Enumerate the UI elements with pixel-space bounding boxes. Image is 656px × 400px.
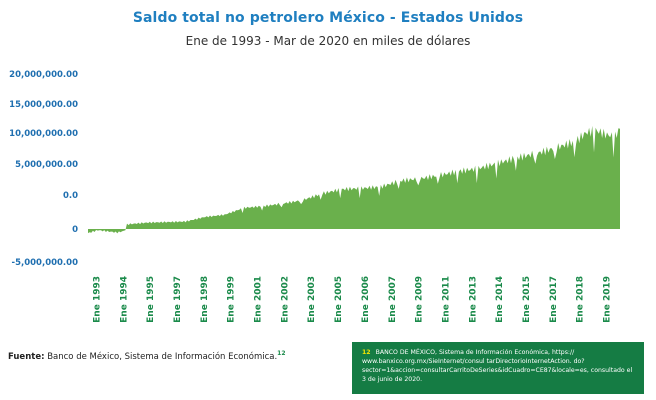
x-tick-label: Ene 1995 — [146, 276, 156, 323]
chart-subtitle: Ene de 1993 - Mar de 2020 en miles de dó… — [185, 34, 471, 48]
x-tick-label: Ene 2009 — [415, 276, 425, 323]
x-tick-label: Ene 1997 — [173, 276, 183, 323]
chart-title: Saldo total no petrolero México - Estado… — [132, 10, 524, 26]
x-tick-label: Ene 2015 — [522, 276, 532, 323]
x-tick-label: Ene 2006 — [361, 276, 371, 323]
x-tick-label: Ene 2018 — [576, 276, 586, 323]
source-label: Fuente: — [8, 351, 45, 362]
x-tick-label: Ene 1998 — [200, 276, 210, 323]
x-tick-label: Ene 1994 — [119, 276, 129, 323]
footnote-number: 12 — [362, 349, 371, 356]
x-tick-label: Ene 2011 — [441, 276, 451, 323]
y-tick-label: -5,000,000.00 — [12, 258, 79, 268]
x-tick-label: Ene 2003 — [307, 276, 317, 323]
x-tick-label: Ene 2014 — [495, 276, 505, 323]
y-tick-label: 20,000,000.00 — [9, 70, 78, 80]
x-tick-label: Ene 2013 — [468, 276, 478, 323]
x-tick-label: Ene 1999 — [227, 276, 237, 323]
x-tick-label: Ene 2007 — [388, 276, 398, 323]
y-tick-label: 0 — [72, 225, 78, 235]
x-tick-label: Ene 2002 — [280, 276, 290, 323]
area-chart: 20,000,000.00 15,000,000.00 10,000,000.00 5… — [9, 70, 620, 323]
x-tick-label: Ene 2005 — [334, 276, 344, 323]
x-tick-label: Ene 2001 — [254, 276, 264, 323]
y-tick-label: 0.0 — [63, 191, 78, 201]
source-note: Fuente: Banco de México, Sistema de Info… — [8, 350, 286, 362]
x-tick-label: Ene 1993 — [93, 276, 103, 323]
footnote-text: BANCO DE MÉXICO, Sistema de Información … — [362, 349, 633, 383]
x-tick-label: Ene 2017 — [549, 276, 559, 323]
y-tick-label: 15,000,000.00 — [9, 100, 78, 110]
y-tick-label: 5,000,000.00 — [15, 160, 78, 170]
x-tick-label: Ene 2019 — [603, 276, 613, 323]
y-axis: 20,000,000.00 15,000,000.00 10,000,000.00 5… — [9, 70, 78, 268]
series-area — [88, 125, 620, 234]
y-tick-label: 10,000,000.00 — [9, 129, 78, 139]
x-axis: Ene 1993 Ene 1994 Ene 1995 Ene 1997 Ene 1998… — [93, 276, 613, 323]
footnote-box: 12 BANCO DE MÉXICO, Sistema de Informació… — [352, 342, 644, 394]
source-text: Banco de México, Sistema de Información … — [47, 351, 278, 362]
source-ref: 12 — [277, 350, 286, 357]
